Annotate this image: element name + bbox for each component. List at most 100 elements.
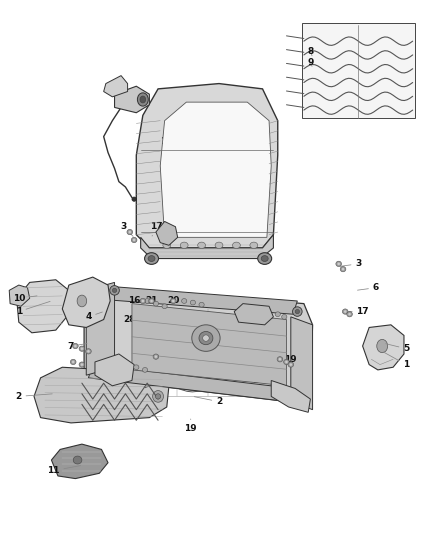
Ellipse shape — [203, 335, 209, 341]
Text: 19: 19 — [184, 419, 197, 433]
Ellipse shape — [131, 237, 137, 243]
Polygon shape — [141, 235, 273, 259]
Polygon shape — [291, 317, 313, 410]
Text: 19: 19 — [280, 355, 297, 364]
Polygon shape — [95, 354, 134, 386]
Ellipse shape — [79, 346, 85, 351]
Ellipse shape — [343, 309, 348, 314]
Text: 1: 1 — [16, 301, 50, 316]
Ellipse shape — [150, 300, 153, 302]
Ellipse shape — [295, 310, 300, 314]
Polygon shape — [62, 277, 110, 327]
Ellipse shape — [74, 345, 77, 348]
Ellipse shape — [277, 357, 283, 362]
Text: 7: 7 — [68, 342, 87, 351]
Text: 6: 6 — [357, 283, 379, 292]
Text: 2: 2 — [16, 392, 52, 401]
Ellipse shape — [348, 313, 351, 316]
Ellipse shape — [110, 286, 119, 295]
Ellipse shape — [342, 268, 344, 270]
Ellipse shape — [73, 456, 82, 464]
Text: 17: 17 — [150, 222, 162, 236]
Polygon shape — [88, 365, 293, 402]
Polygon shape — [160, 102, 271, 237]
Ellipse shape — [133, 239, 135, 241]
Ellipse shape — [198, 242, 205, 248]
Ellipse shape — [153, 354, 159, 359]
Polygon shape — [234, 304, 273, 325]
Ellipse shape — [73, 343, 78, 349]
Ellipse shape — [71, 359, 76, 365]
Text: 13: 13 — [160, 138, 183, 149]
Ellipse shape — [163, 242, 171, 248]
Ellipse shape — [72, 361, 74, 364]
Ellipse shape — [190, 300, 195, 305]
Text: 3: 3 — [120, 222, 133, 236]
Text: 5: 5 — [386, 344, 409, 353]
Ellipse shape — [127, 229, 133, 235]
Ellipse shape — [145, 298, 150, 303]
Ellipse shape — [155, 394, 161, 399]
Polygon shape — [88, 285, 297, 314]
Text: 3: 3 — [340, 260, 361, 268]
Text: 8: 8 — [307, 47, 314, 56]
Ellipse shape — [199, 332, 213, 345]
Ellipse shape — [87, 350, 90, 353]
Ellipse shape — [284, 359, 289, 365]
Ellipse shape — [153, 301, 159, 306]
Text: 2: 2 — [194, 397, 222, 406]
Ellipse shape — [344, 310, 346, 313]
Ellipse shape — [233, 242, 240, 248]
Ellipse shape — [155, 356, 157, 358]
Ellipse shape — [290, 364, 292, 366]
Ellipse shape — [199, 302, 204, 307]
Ellipse shape — [145, 253, 159, 264]
Ellipse shape — [140, 96, 146, 103]
Ellipse shape — [347, 312, 353, 317]
Text: 15: 15 — [274, 360, 286, 374]
Text: 11: 11 — [47, 466, 81, 475]
Text: 26: 26 — [150, 356, 162, 369]
Ellipse shape — [279, 358, 281, 361]
Polygon shape — [363, 325, 404, 370]
Text: 20: 20 — [167, 296, 180, 305]
Ellipse shape — [215, 242, 223, 248]
Ellipse shape — [337, 263, 340, 265]
Text: 10: 10 — [13, 294, 37, 303]
Text: 24: 24 — [130, 90, 144, 99]
Ellipse shape — [113, 288, 117, 293]
Polygon shape — [51, 444, 108, 479]
Ellipse shape — [340, 266, 346, 272]
Polygon shape — [115, 86, 149, 113]
Ellipse shape — [140, 298, 146, 304]
Polygon shape — [34, 367, 169, 423]
Polygon shape — [271, 381, 311, 413]
Polygon shape — [104, 76, 127, 97]
Ellipse shape — [128, 231, 131, 233]
Ellipse shape — [172, 300, 175, 302]
Ellipse shape — [285, 361, 288, 364]
Text: 21: 21 — [145, 296, 158, 305]
Ellipse shape — [85, 349, 91, 354]
Text: 12: 12 — [160, 228, 173, 241]
Ellipse shape — [162, 304, 167, 309]
Ellipse shape — [152, 391, 163, 402]
Text: 14: 14 — [252, 368, 265, 385]
Ellipse shape — [258, 253, 272, 264]
Ellipse shape — [261, 256, 268, 262]
Ellipse shape — [134, 365, 139, 369]
Polygon shape — [132, 304, 286, 386]
Ellipse shape — [81, 348, 83, 350]
Text: 9: 9 — [307, 58, 314, 67]
Ellipse shape — [275, 312, 280, 317]
Ellipse shape — [132, 197, 136, 201]
Ellipse shape — [192, 325, 220, 351]
Ellipse shape — [170, 298, 176, 304]
Polygon shape — [86, 282, 115, 375]
Ellipse shape — [138, 93, 148, 106]
Ellipse shape — [81, 364, 83, 366]
Ellipse shape — [182, 298, 187, 303]
Ellipse shape — [141, 300, 144, 302]
Text: 1: 1 — [383, 352, 409, 369]
Text: 17: 17 — [349, 307, 369, 316]
